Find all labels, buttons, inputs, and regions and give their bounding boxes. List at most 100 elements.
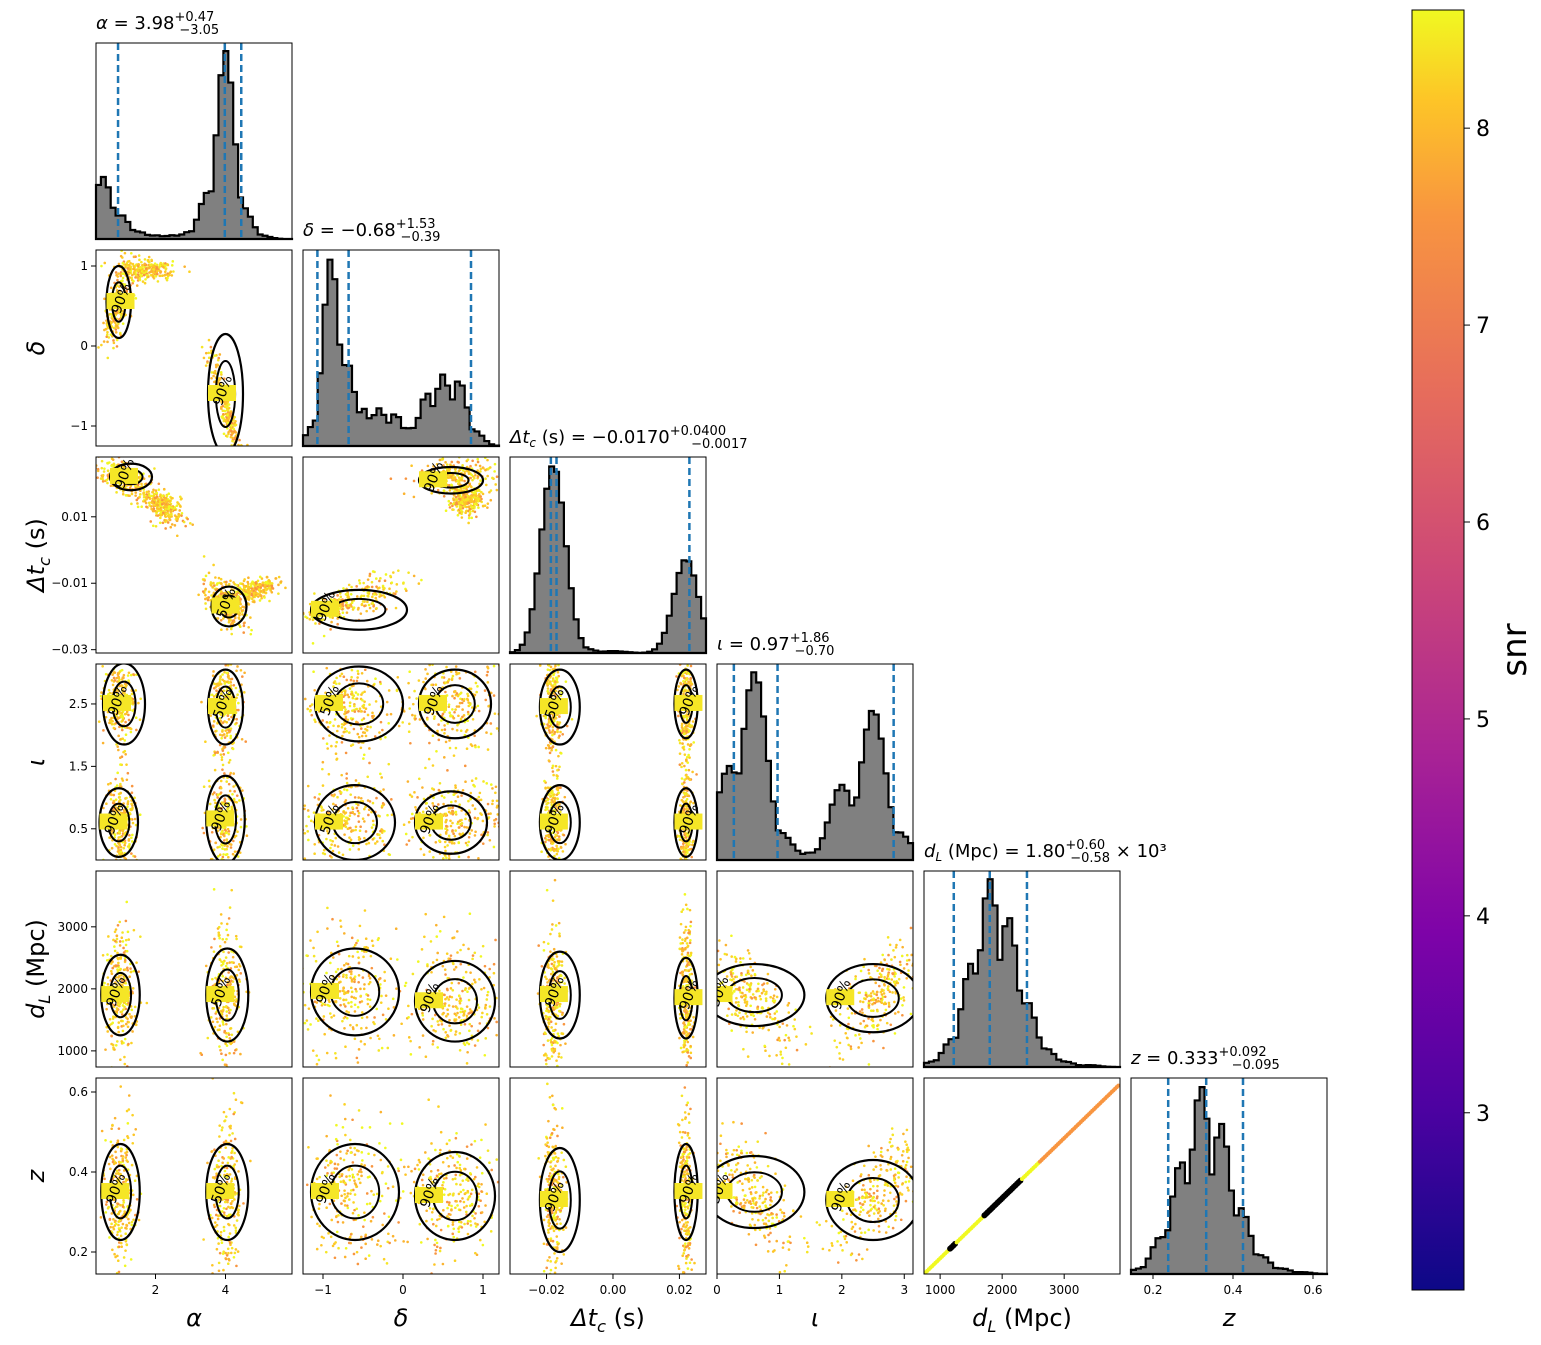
sample-point bbox=[161, 521, 165, 525]
sample-point bbox=[159, 270, 163, 273]
sample-point bbox=[385, 700, 389, 704]
sample-point bbox=[451, 476, 455, 480]
sample-point bbox=[308, 617, 312, 621]
sample-point bbox=[431, 734, 435, 738]
sample-point bbox=[154, 524, 158, 528]
sample-point bbox=[156, 504, 159, 507]
sample-point bbox=[456, 795, 460, 799]
sample-point bbox=[346, 595, 349, 599]
sample-point bbox=[344, 710, 347, 714]
sample-point bbox=[206, 360, 209, 363]
sample-point bbox=[461, 496, 465, 500]
sample-point bbox=[188, 270, 191, 274]
sample-point bbox=[463, 764, 467, 768]
sample-point bbox=[344, 717, 347, 721]
sample-point bbox=[392, 571, 395, 574]
sample-point bbox=[237, 701, 240, 705]
sample-point bbox=[250, 597, 253, 600]
sample-point bbox=[89, 460, 92, 463]
sample-point bbox=[313, 592, 316, 595]
sample-point bbox=[412, 479, 416, 483]
sample-point bbox=[402, 823, 406, 827]
sample-point bbox=[119, 254, 123, 258]
sample-point bbox=[452, 498, 456, 502]
sample-point bbox=[368, 761, 371, 765]
sample-point bbox=[556, 720, 559, 724]
sample-point bbox=[458, 677, 462, 680]
sample-point bbox=[139, 273, 142, 277]
sample-point bbox=[110, 464, 113, 467]
sample-point bbox=[155, 263, 159, 267]
sample-point bbox=[147, 501, 151, 505]
sample-point bbox=[436, 729, 439, 733]
sample-point bbox=[463, 486, 467, 489]
sample-point bbox=[404, 832, 408, 836]
sample-point bbox=[177, 502, 180, 506]
sample-point bbox=[447, 661, 450, 664]
sample-point bbox=[471, 459, 474, 463]
sample-point bbox=[224, 434, 228, 438]
sample-point bbox=[462, 453, 465, 456]
sample-point bbox=[319, 805, 323, 808]
panel-frame bbox=[95, 249, 293, 447]
sample-point bbox=[124, 733, 128, 736]
sample-point bbox=[110, 793, 114, 797]
sample-point bbox=[112, 829, 116, 833]
sample-point bbox=[239, 602, 242, 606]
sample-point bbox=[346, 718, 350, 722]
sample-point bbox=[332, 724, 335, 728]
sample-point bbox=[364, 727, 367, 731]
sample-point bbox=[477, 488, 481, 492]
sample-point bbox=[476, 475, 480, 478]
sample-point bbox=[152, 268, 155, 271]
sample-point bbox=[352, 679, 356, 683]
sample-point bbox=[473, 502, 477, 506]
sample-point bbox=[397, 724, 401, 728]
sample-point bbox=[184, 524, 187, 528]
sample-point bbox=[220, 628, 223, 632]
sample-point bbox=[227, 806, 230, 809]
sample-point bbox=[221, 721, 225, 724]
sample-point bbox=[249, 632, 253, 636]
sample-point bbox=[295, 707, 298, 710]
sample-point bbox=[349, 603, 352, 607]
sample-point bbox=[111, 458, 115, 461]
sample-point bbox=[133, 796, 136, 800]
sample-point bbox=[232, 839, 235, 843]
sample-point bbox=[214, 588, 218, 592]
sample-point bbox=[265, 588, 269, 591]
contour-label-bg bbox=[206, 810, 235, 827]
sample-point bbox=[318, 622, 321, 625]
sample-point bbox=[126, 805, 129, 808]
sample-point bbox=[450, 714, 453, 717]
sample-point bbox=[243, 454, 246, 457]
sample-point bbox=[100, 459, 104, 463]
sample-point bbox=[484, 698, 488, 702]
sample-point bbox=[243, 585, 246, 589]
sample-point bbox=[356, 669, 360, 673]
sample-point bbox=[221, 404, 225, 408]
sample-point bbox=[451, 821, 454, 825]
sample-point bbox=[432, 804, 435, 808]
sample-point bbox=[214, 801, 217, 805]
contour-label-bg bbox=[415, 813, 443, 830]
sample-point bbox=[106, 326, 110, 329]
sample-point bbox=[215, 685, 218, 688]
sample-point bbox=[486, 458, 489, 462]
sample-point bbox=[306, 784, 310, 788]
sample-point bbox=[489, 783, 493, 786]
sample-point bbox=[303, 804, 307, 807]
sample-point bbox=[366, 775, 370, 779]
contour-label-bg bbox=[419, 471, 447, 488]
sample-point bbox=[126, 771, 130, 775]
sample-point bbox=[226, 409, 230, 412]
sample-point bbox=[216, 750, 219, 754]
sample-point bbox=[355, 697, 359, 700]
sample-point bbox=[362, 706, 366, 709]
sample-point bbox=[117, 849, 121, 852]
sample-point bbox=[334, 656, 337, 659]
sample-point bbox=[455, 672, 458, 676]
sample-point bbox=[158, 500, 162, 503]
sample-point bbox=[308, 602, 312, 606]
sample-point bbox=[475, 499, 478, 503]
